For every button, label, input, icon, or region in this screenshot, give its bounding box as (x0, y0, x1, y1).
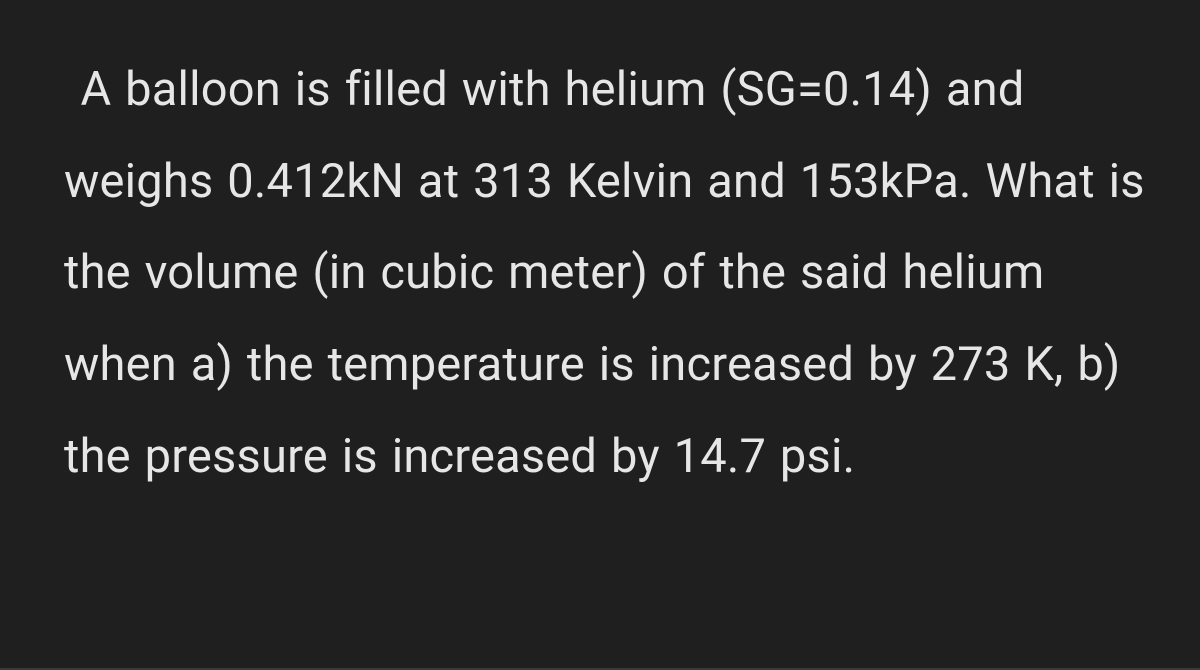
problem-statement: A balloon is filled with helium (SG=0.14… (64, 44, 1150, 502)
problem-panel: A balloon is filled with helium (SG=0.14… (0, 0, 1200, 670)
